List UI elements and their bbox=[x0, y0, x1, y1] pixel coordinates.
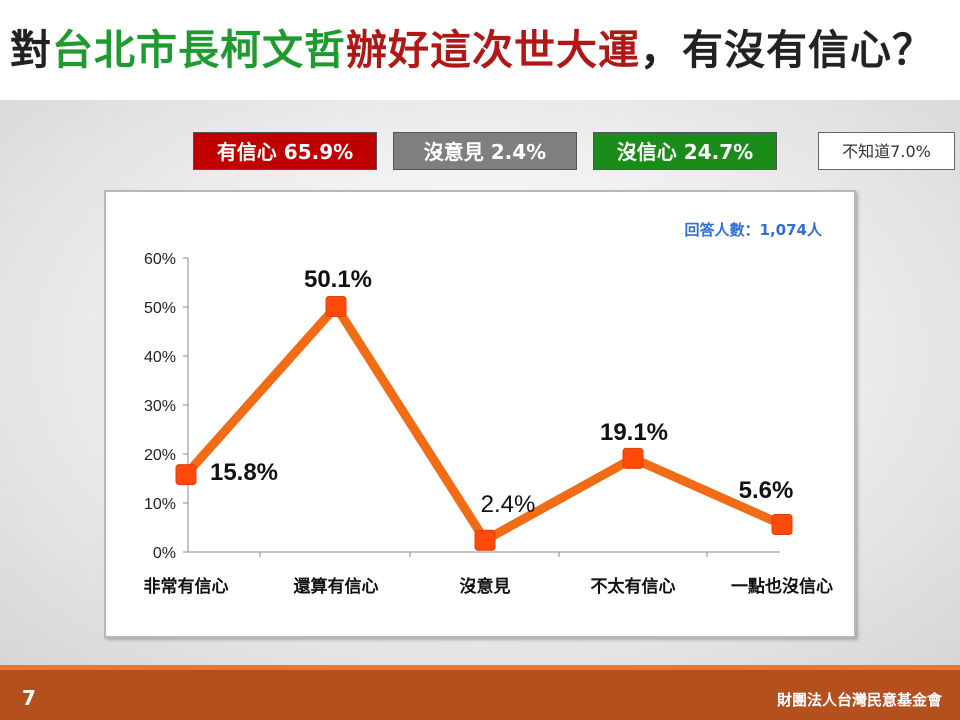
x-category-label: 還算有信心 bbox=[294, 576, 379, 597]
x-category-label: 沒意見 bbox=[460, 576, 511, 597]
y-tick-label: 40% bbox=[144, 349, 176, 366]
title-bar: 對台北市長柯文哲辦好這次世大運，有沒有信心？ bbox=[0, 0, 960, 100]
organization-name: 財團法人台灣民意基金會 bbox=[776, 691, 942, 709]
title-part-4: ，有沒有信心？ bbox=[640, 26, 934, 74]
badge-confident: 有信心 65.9% bbox=[193, 132, 377, 170]
data-label: 2.4% bbox=[481, 491, 536, 518]
data-point bbox=[474, 529, 496, 551]
data-label: 15.8% bbox=[210, 459, 278, 486]
page-number: 7 bbox=[22, 686, 36, 710]
data-label: 5.6% bbox=[739, 477, 794, 504]
y-tick-label: 30% bbox=[144, 398, 176, 415]
data-point bbox=[325, 296, 347, 318]
badge-dont-know: 不知道7.0% bbox=[818, 132, 955, 170]
y-tick-label: 60% bbox=[144, 251, 176, 268]
data-point bbox=[771, 514, 793, 536]
data-point bbox=[175, 464, 197, 486]
chart-frame bbox=[104, 190, 856, 638]
data-label: 19.1% bbox=[600, 419, 668, 446]
y-tick-label: 10% bbox=[144, 496, 176, 513]
title-part-1: 對 bbox=[10, 26, 52, 74]
x-category-label: 不太有信心 bbox=[591, 576, 676, 597]
y-tick-label: 20% bbox=[144, 447, 176, 464]
slide-title: 對台北市長柯文哲辦好這次世大運，有沒有信心？ bbox=[10, 22, 934, 78]
badge-not-confident: 沒信心 24.7% bbox=[593, 132, 777, 170]
y-tick-label: 50% bbox=[144, 300, 176, 317]
x-category-label: 一點也沒信心 bbox=[731, 576, 833, 597]
data-label: 50.1% bbox=[304, 266, 372, 293]
title-part-2: 台北市長柯文哲 bbox=[52, 26, 346, 74]
data-point bbox=[622, 447, 644, 469]
y-tick-label: 0% bbox=[153, 545, 176, 562]
sample-size-note: 回答人數：1,074人 bbox=[685, 221, 823, 239]
badge-no-opinion: 沒意見 2.4% bbox=[393, 132, 577, 170]
title-part-3: 辦好這次世大運 bbox=[346, 26, 640, 74]
footer-bar: 7 財團法人台灣民意基金會 bbox=[0, 665, 960, 720]
x-category-label: 非常有信心 bbox=[144, 576, 229, 597]
